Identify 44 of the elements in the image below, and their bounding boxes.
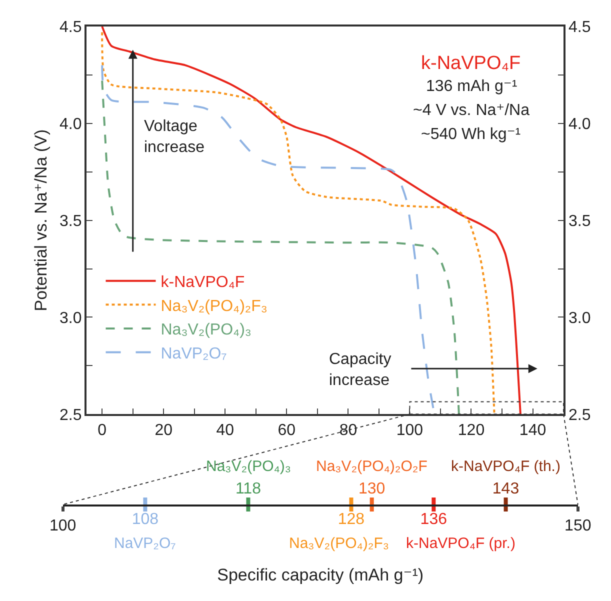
category-label: Na₃V₂(PO₄)₃ <box>206 458 292 475</box>
category-label: Na₃V₂(PO₄)₂F₃ <box>289 535 389 552</box>
y-tick-label: 3.5 <box>60 212 82 230</box>
y-tick-label: 4.5 <box>60 19 82 36</box>
legend-label: k-NaVPO₄F <box>160 274 245 292</box>
x-tick-label: 80 <box>339 422 358 440</box>
annotation: Voltage increase <box>144 118 205 156</box>
x-tick-label: 100 <box>396 422 424 440</box>
data-label: 118 <box>235 480 262 498</box>
y-tick-label: 4.0 <box>60 116 82 133</box>
legend-label: Na₃V₂(PO₄)₂F₃ <box>160 298 268 315</box>
y-tick-label: 2.5 <box>60 406 82 424</box>
x-tick-label: 20 <box>154 422 173 440</box>
text: 100 <box>49 517 76 534</box>
legend-label: NaVP₂O₇ <box>160 346 227 362</box>
category-label: k-NaVPO₄F (th.) <box>451 458 560 475</box>
y2-tick-label: 3.0 <box>568 310 591 327</box>
category-label: Na₃V₂(PO₄)₂O₂F <box>316 458 428 475</box>
data-label: 130 <box>358 480 386 498</box>
y2-tick-label: 2.5 <box>568 406 591 424</box>
data-label: 143 <box>492 480 520 498</box>
data-label: 136 <box>420 510 448 528</box>
x-tick-label: 40 <box>216 422 234 440</box>
text: 150 <box>564 517 592 534</box>
y2-tick-label: 4.5 <box>568 19 591 36</box>
x-tick-label: 120 <box>458 422 485 440</box>
annotation: ~540 Wh kg⁻¹ <box>421 126 521 143</box>
x-tick-label: 140 <box>519 422 546 440</box>
legend-label: Na₃V₂(PO₄)₃ <box>160 322 252 339</box>
y2-tick-label: 3.5 <box>568 212 591 230</box>
category-label: k-NaVPO₄F (pr.) <box>406 535 516 552</box>
y-axis-title: Potential vs. Na⁺/Na (V) <box>32 129 51 312</box>
annotation: 136 mAh g⁻¹ <box>426 78 518 95</box>
y2-tick-label: 4.0 <box>568 116 591 133</box>
text: Specific capacity (mAh g⁻¹) <box>217 565 424 584</box>
data-label: 108 <box>132 510 159 528</box>
x-tick-label: 60 <box>278 422 296 440</box>
x-tick-label: 0 <box>98 422 107 440</box>
annotation: Capacity increase <box>329 351 392 389</box>
annotation: ~4 V vs. Na⁺/Na <box>413 102 530 119</box>
annotation: k-NaVPO₄F <box>421 53 521 74</box>
data-label: 128 <box>338 510 365 528</box>
category-label: NaVP₂O₇ <box>114 535 176 552</box>
y-tick-label: 3.0 <box>60 310 82 327</box>
